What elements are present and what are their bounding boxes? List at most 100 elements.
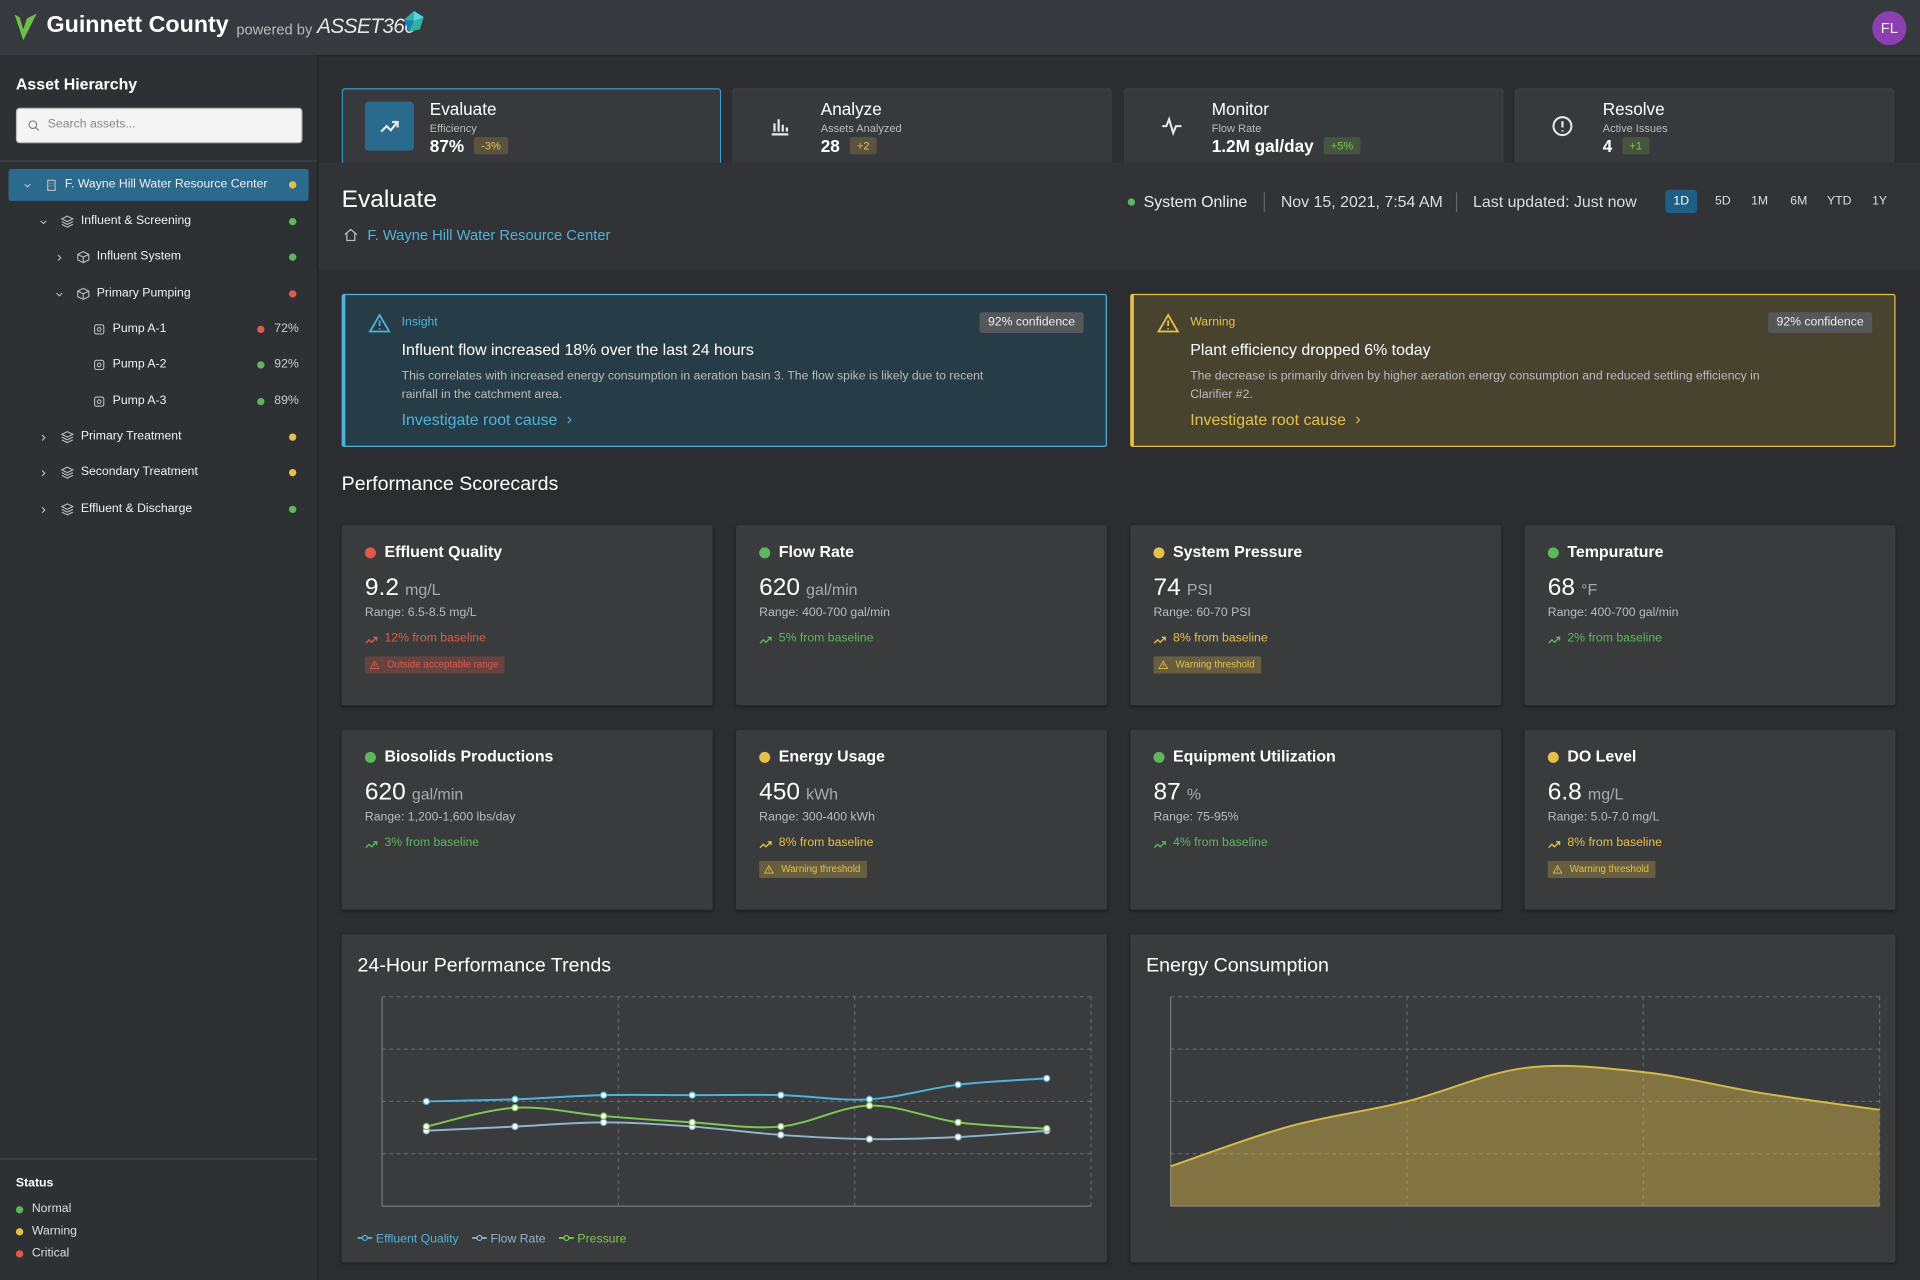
icon [1548, 841, 1561, 849]
scorecard-range: Range: 400-700 gal/min [1547, 606, 1679, 620]
scorecard-name: System Pressure [1173, 542, 1303, 561]
status-dot [1127, 198, 1136, 206]
tab-delta: +1 [1622, 137, 1650, 155]
tab-icon-box [364, 101, 414, 151]
tree-item[interactable]: Effluent & Discharge [0, 493, 317, 525]
tab[interactable]: Resolve Active Issues 4 +1 [1514, 88, 1895, 163]
data-point [1043, 1074, 1051, 1083]
icon [41, 506, 46, 514]
insight-link[interactable]: Investigate root cause [402, 410, 576, 429]
icon [94, 324, 105, 335]
unit: gal/min [806, 580, 858, 599]
tab-title: Resolve [1602, 99, 1665, 119]
scorecard-value: 9.2 mg/L [365, 574, 441, 602]
scorecard: Equipment Utilization 87% Range: 75-95% 4% … [1130, 729, 1502, 910]
status-dot [1152, 751, 1164, 763]
insight-kind: Insight [401, 315, 438, 330]
range-button[interactable]: YTD [1826, 194, 1852, 209]
search-box[interactable]: Search assets... [15, 107, 303, 144]
scorecard-range: Range: 60-70 PSI [1153, 606, 1251, 620]
status-dot [364, 546, 376, 558]
tree-item[interactable]: Primary Pumping [0, 278, 317, 310]
data-point [865, 1135, 874, 1143]
tree-item[interactable]: Pump A-3 89% [0, 386, 317, 418]
chart-card: 24-Hour Performance Trends Effluent Quali… [341, 934, 1107, 1263]
icon-part [96, 362, 102, 368]
badge-text: Warning threshold [1175, 658, 1255, 670]
data-point [511, 1095, 519, 1104]
scorecard-badge: Warning threshold [1153, 656, 1261, 674]
icon [56, 292, 63, 297]
icon-part [24, 183, 31, 188]
insight-card: Warning Plant efficiency dropped 6% today… [1130, 293, 1896, 447]
icon [344, 228, 358, 242]
range-button[interactable]: 1Y [1872, 194, 1888, 209]
icon [60, 215, 75, 228]
icon [380, 120, 399, 133]
insight-text: The decrease is primarily driven by high… [1190, 369, 1760, 402]
data-point [954, 1081, 962, 1089]
tree-label: Primary Treatment [80, 429, 182, 444]
tree-item[interactable]: F. Wayne Hill Water Resource Center [0, 169, 317, 201]
icon-part [41, 470, 46, 477]
icon [60, 503, 75, 516]
range-button[interactable]: 1M [1751, 194, 1769, 209]
scorecard-name: Flow Rate [778, 542, 854, 561]
tree-item[interactable]: Influent System [0, 241, 317, 273]
icon-part [94, 324, 105, 335]
tree-item[interactable]: Primary Treatment [0, 421, 317, 453]
tree-item[interactable]: Secondary Treatment [0, 457, 317, 489]
product-logo: ASSET360 [317, 14, 416, 38]
avatar[interactable]: FL [1872, 11, 1907, 46]
range-button[interactable]: 5D [1715, 194, 1731, 209]
line-series [426, 1077, 1047, 1103]
tab-delta: +2 [849, 137, 877, 155]
tree-label: Pump A-2 [112, 357, 167, 372]
tree-item[interactable]: Pump A-1 72% [0, 313, 317, 345]
chart: 24-Hour Performance Trends Effluent Quali… [358, 954, 1092, 1245]
icon [40, 220, 47, 225]
tab-subtitle: Efficiency [429, 122, 477, 135]
value: 68 [1547, 574, 1576, 602]
legend-label: Pressure [577, 1231, 626, 1245]
icon [77, 287, 90, 301]
data-point [954, 1133, 962, 1141]
tree-item[interactable]: Pump A-2 92% [0, 349, 317, 381]
page-title: Evaluate [341, 186, 437, 214]
value: 450 [759, 778, 801, 806]
insight-link[interactable]: Investigate root cause [1190, 410, 1364, 429]
tree-label: Effluent & Discharge [80, 502, 193, 516]
data-point [954, 1118, 962, 1127]
tab-title: Evaluate [429, 99, 497, 119]
icon [1552, 864, 1563, 874]
icon-part [759, 841, 772, 849]
icon-part [40, 220, 47, 225]
icon [28, 120, 40, 131]
insight-title: Plant efficiency dropped 6% today [1190, 340, 1431, 359]
insight-card: Insight Influent flow increased 18% over … [341, 293, 1107, 447]
data-point [422, 1097, 431, 1106]
legend-label: Warning [31, 1224, 77, 1238]
tab[interactable]: Monitor Flow Rate 1.2M gal/day +5% [1123, 88, 1504, 163]
icon-part [369, 660, 380, 669]
tree-label: Influent & Screening [80, 214, 192, 228]
tree-item[interactable]: Influent & Screening [0, 206, 317, 238]
status-dot [364, 751, 376, 763]
icon-part [60, 466, 75, 479]
scorecard-badge: Outside acceptable range [364, 656, 505, 674]
scorecard-range: Range: 5.0-7.0 mg/L [1547, 810, 1660, 825]
scorecard-name: Energy Usage [778, 746, 885, 766]
icon [47, 179, 56, 192]
tab[interactable]: Evaluate Efficiency 87% -3% [341, 88, 722, 163]
tab[interactable]: Analyze Assets Analyzed 28 +2 [732, 88, 1113, 163]
data-point [865, 1095, 874, 1104]
icon-part [1356, 415, 1361, 423]
icon [60, 431, 75, 444]
breadcrumb[interactable]: F. Wayne Hill Water Resource Center [367, 226, 611, 244]
range-button[interactable]: 6M [1790, 194, 1808, 209]
scorecard-name: DO Level [1567, 746, 1637, 766]
scorecard: Tempurature 68 °F Range: 400-700 gal/min 2% … [1524, 525, 1896, 706]
page-header [318, 162, 1920, 270]
tab-delta: +5% [1323, 137, 1361, 155]
range-button[interactable]: 1D [1665, 189, 1698, 214]
